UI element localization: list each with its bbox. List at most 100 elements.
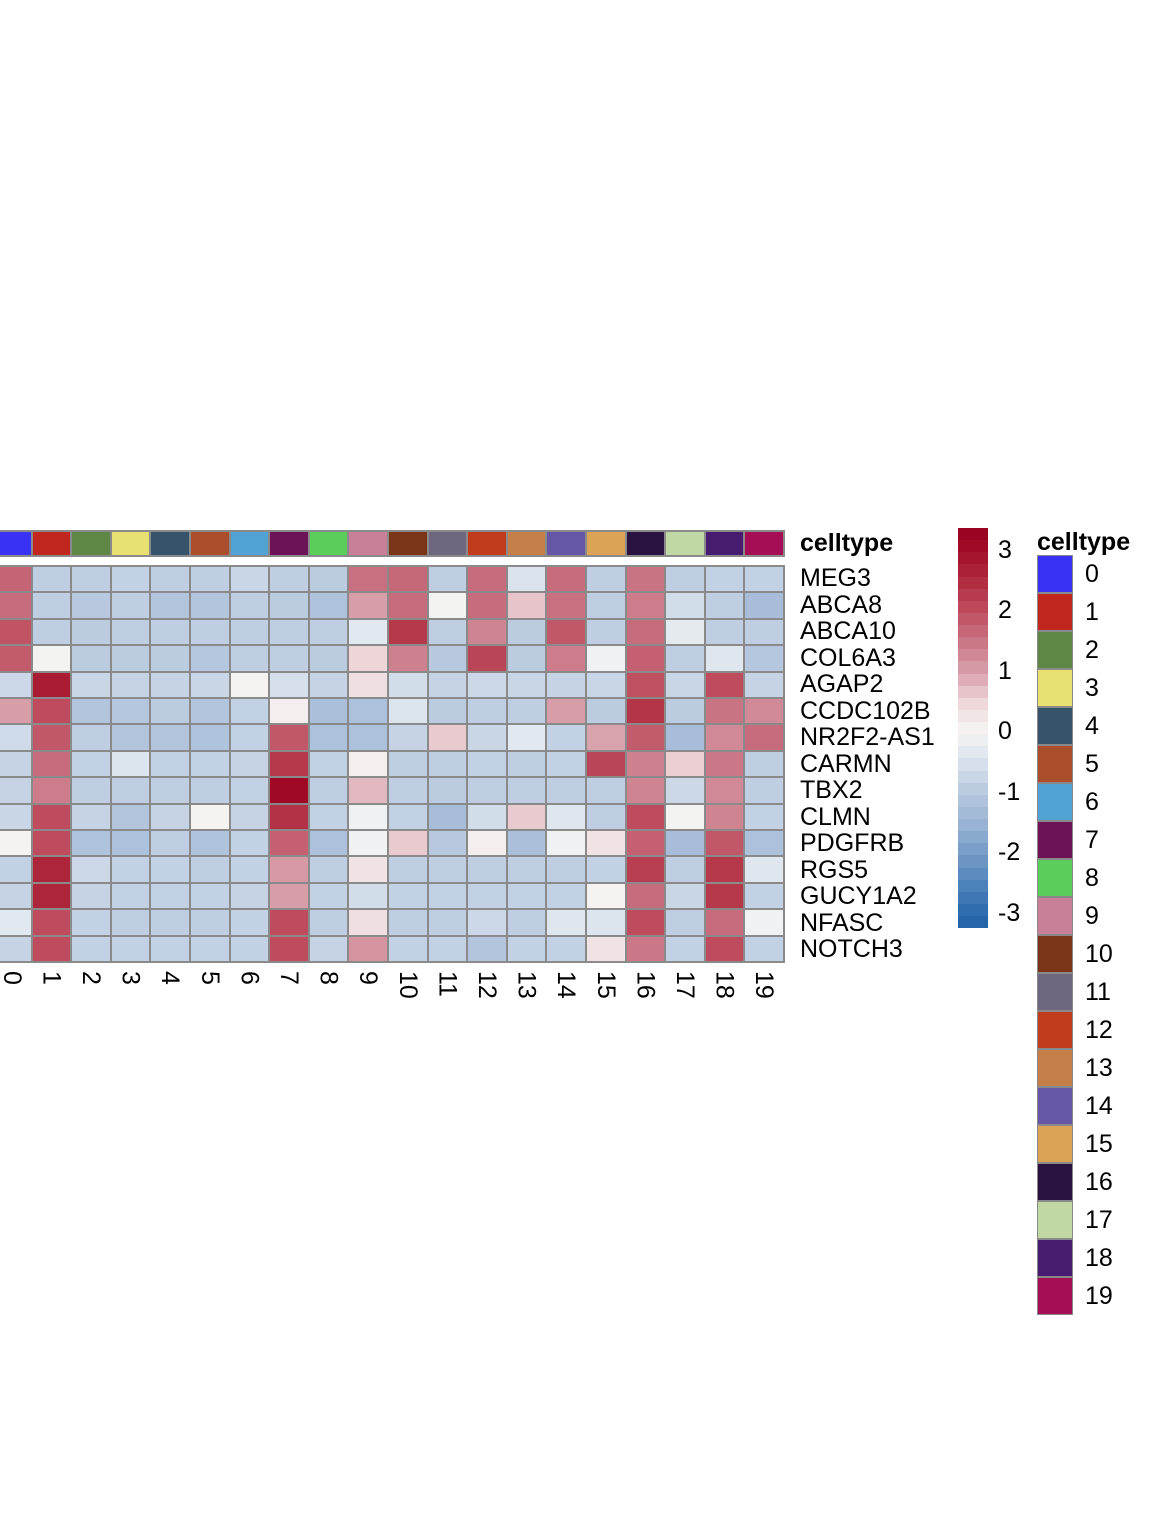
colorbar-step (958, 600, 988, 613)
column-label-19: 19 (750, 971, 779, 999)
heatmap-cell (32, 936, 71, 961)
heatmap-cell (626, 567, 665, 592)
colorbar-step (958, 637, 988, 650)
legend-label: 16 (1085, 1168, 1113, 1196)
legend-label: 18 (1085, 1244, 1113, 1272)
heatmap-cell (547, 910, 585, 935)
heatmap-cell (72, 857, 110, 882)
colorbar-step (958, 625, 988, 638)
colorbar-step (958, 709, 988, 722)
heatmap-cell (666, 698, 704, 724)
column-label-6: 6 (235, 971, 264, 985)
legend-entry-11: 11 (1037, 973, 1130, 1011)
heatmap-cell (309, 593, 348, 618)
heatmap-cell (309, 936, 348, 961)
heatmap-cell (507, 751, 546, 777)
colorbar-tick: 3 (998, 535, 1012, 564)
column-label-4: 4 (156, 971, 185, 985)
heatmap-cell (32, 725, 71, 750)
heatmap-cell (349, 804, 387, 829)
heatmap-cell (230, 646, 269, 671)
colorbar-step (958, 697, 988, 710)
legend-entry-2: 2 (1037, 631, 1130, 669)
legend-swatch (1037, 1239, 1073, 1277)
heatmap-cell (547, 857, 585, 882)
heatmap-cell (388, 725, 427, 750)
heatmap-cell (0, 619, 31, 645)
heatmap-cell (349, 910, 387, 935)
legend-swatch (1037, 1049, 1073, 1087)
heatmap-cell (428, 804, 467, 829)
legend-swatch (1037, 859, 1073, 897)
heatmap-cell (626, 725, 665, 750)
legend-title: celltype (1037, 528, 1131, 556)
heatmap-cell (586, 857, 625, 882)
heatmap-cell (309, 857, 348, 882)
heatmap-cell (666, 725, 704, 750)
heatmap-cell (111, 910, 150, 935)
heatmap-cell (151, 936, 189, 961)
heatmap-cell (72, 672, 110, 697)
heatmap-cell (190, 883, 229, 909)
heatmap-cell (745, 725, 783, 750)
heatmap-cell (190, 910, 229, 935)
colorbar-step (958, 564, 988, 577)
annotation-title: celltype (800, 529, 894, 557)
heatmap-cell (626, 883, 665, 909)
heatmap-cell (270, 804, 308, 829)
heatmap-cell (190, 936, 229, 961)
heatmap-cell (230, 936, 269, 961)
heatmap-cell (111, 725, 150, 750)
heatmap-cell (745, 778, 783, 803)
heatmap-cell (230, 593, 269, 618)
heatmap-cell (151, 646, 189, 671)
legend-label: 0 (1085, 560, 1099, 588)
heatmap-cell (428, 778, 467, 803)
heatmap-cell (349, 751, 387, 777)
celltype-annotation-bar (0, 530, 785, 557)
heatmap-cell (468, 567, 506, 592)
heatmap-cell (507, 646, 546, 671)
heatmap-cell (349, 646, 387, 671)
colorbar-step (958, 831, 988, 844)
heatmap-cell (745, 619, 783, 645)
heatmap-cell (507, 936, 546, 961)
heatmap-cell (468, 698, 506, 724)
heatmap-cell (468, 778, 506, 803)
heatmap-cell (666, 778, 704, 803)
heatmap-cell (349, 936, 387, 961)
legend-label: 9 (1085, 902, 1099, 930)
annotation-cell-10 (388, 532, 427, 555)
heatmap-cell (507, 619, 546, 645)
heatmap-cell (428, 830, 467, 856)
column-label-7: 7 (275, 971, 303, 985)
heatmap-cell (626, 751, 665, 777)
legend-entry-14: 14 (1037, 1087, 1130, 1125)
heatmap-cell (270, 725, 308, 750)
colorbar-step (958, 540, 988, 553)
heatmap-cell (151, 883, 189, 909)
heatmap-cell (666, 830, 704, 856)
heatmap-cell (111, 804, 150, 829)
gene-label: COL6A3 (800, 643, 896, 672)
colorbar-step (958, 673, 988, 686)
heatmap-cell (666, 672, 704, 697)
heatmap-cell (72, 646, 110, 671)
heatmap-cell (666, 593, 704, 618)
heatmap-cell (270, 910, 308, 935)
heatmap-cell (388, 698, 427, 724)
colorbar-step (958, 649, 988, 662)
heatmap-cell (468, 593, 506, 618)
gene-label: NR2F2-AS1 (800, 723, 935, 752)
heatmap-cell (230, 672, 269, 697)
heatmap-cell (190, 567, 229, 592)
legend-label: 5 (1085, 750, 1099, 778)
heatmap-cell (388, 936, 427, 961)
heatmap-cell (586, 725, 625, 750)
annotation-cell-7 (270, 532, 308, 555)
heatmap-cell (705, 698, 744, 724)
heatmap-cell (32, 804, 71, 829)
legend-label: 19 (1085, 1282, 1113, 1310)
heatmap-cell (349, 698, 387, 724)
heatmap-cell (32, 830, 71, 856)
